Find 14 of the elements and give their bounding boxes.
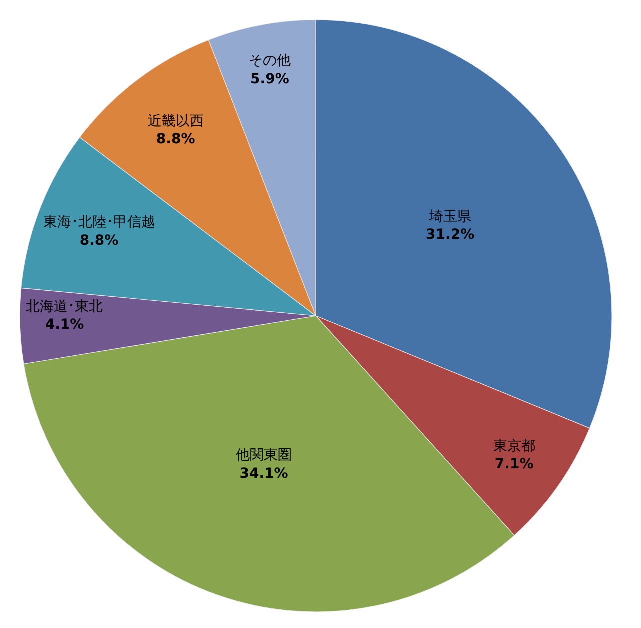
slice-label: 埼玉県 [428, 208, 472, 225]
slice-label: 北海道･東北 [26, 298, 104, 315]
data-label: 8.8% [156, 132, 196, 148]
slice-label: 東京都 [493, 438, 536, 454]
data-label: 8.8% [80, 232, 119, 249]
data-label: 7.1% [494, 456, 534, 472]
data-label: 31.2% [426, 227, 475, 244]
slice-label: 東海･北陸･甲信越 [43, 214, 156, 231]
data-label: 34.1% [240, 466, 288, 482]
data-label: 4.1% [45, 317, 84, 334]
slice-label: 他関東圏 [236, 448, 292, 464]
slice-label: 近畿以西 [148, 113, 204, 130]
slice-label: その他 [248, 53, 291, 70]
data-label: 5.9% [250, 71, 290, 88]
